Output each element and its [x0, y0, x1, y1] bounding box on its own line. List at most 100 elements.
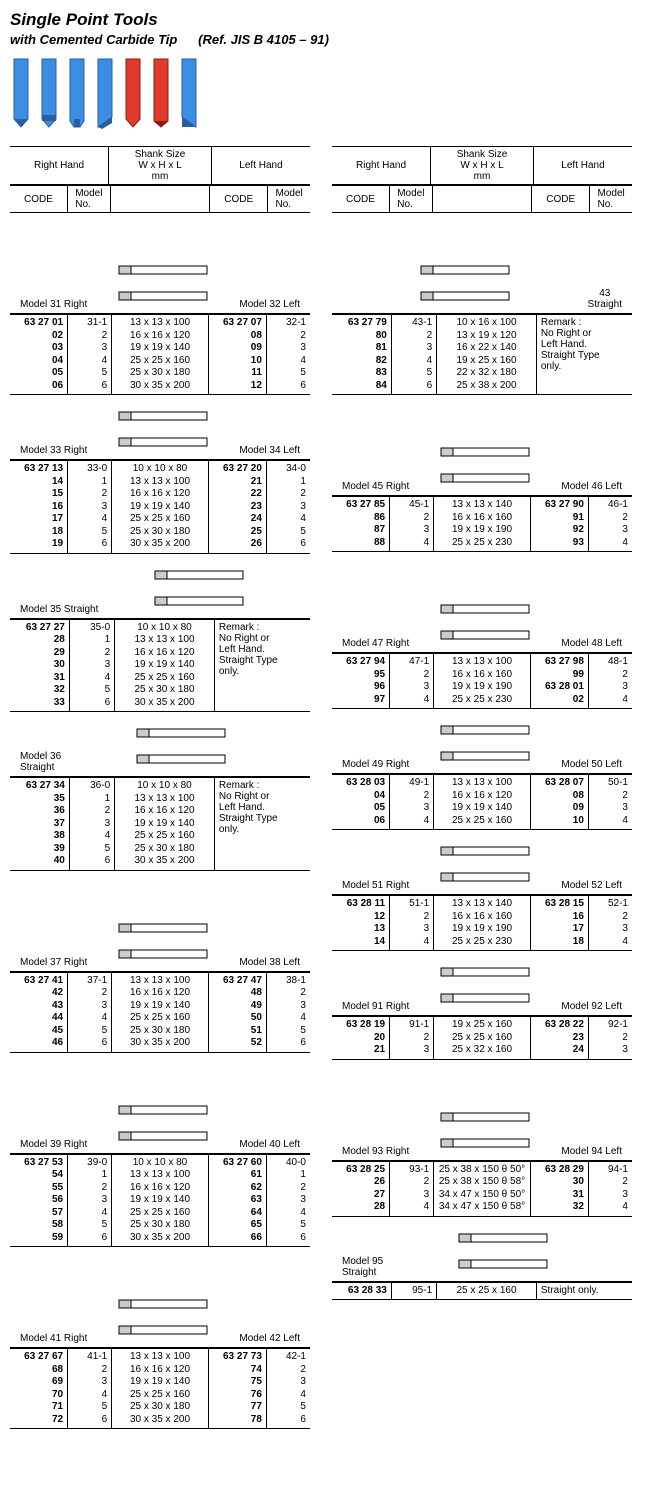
- model-value: 2: [593, 911, 628, 924]
- tool-table-block: Model 35 Straight63 27 2728293031323335-…: [10, 558, 310, 713]
- model-value: 4: [74, 830, 110, 843]
- shank-value: 30 x 35 x 200: [116, 1037, 204, 1050]
- sketch-area: 43 Straight: [332, 217, 632, 314]
- code-value: 15: [14, 488, 63, 501]
- tool-sketch-icon: [440, 745, 530, 767]
- shank-column: 10 x 10 x 8013 x 13 x 10016 x 16 x 12019…: [114, 778, 214, 870]
- code-value: 05: [14, 367, 63, 380]
- code-value: 63: [213, 1194, 262, 1207]
- tool-table-block: Model 93 RightModel 94 Left63 28 2526272…: [332, 1064, 632, 1217]
- code-value: 28: [336, 1201, 385, 1214]
- code-value: 80: [336, 330, 387, 343]
- hdr-left-hand: Left Hand: [533, 147, 632, 184]
- shank-column: 25 x 25 x 160: [436, 1283, 536, 1300]
- model-value: 2: [74, 647, 110, 660]
- code-value: 63 27 20: [213, 463, 262, 476]
- shank-value: 19 x 25 x 160: [441, 355, 532, 368]
- code-value: 02: [14, 330, 63, 343]
- model-value: 2: [72, 330, 107, 343]
- code-value: 63 27 79: [336, 317, 387, 330]
- code-value: 69: [14, 1376, 63, 1389]
- model-value: 91-1: [394, 1019, 429, 1032]
- shank-value: 34 x 47 x 150 θ 58°: [438, 1201, 526, 1214]
- model-value: 42-1: [271, 1351, 306, 1364]
- code-value: 91: [535, 512, 584, 525]
- model-value: 2: [271, 1364, 306, 1377]
- shank-value: 13 x 13 x 100: [116, 476, 204, 489]
- shank-value: 25 x 25 x 160: [116, 1012, 204, 1025]
- code-value: 63 27 41: [14, 975, 63, 988]
- model-value: 49-1: [394, 777, 429, 790]
- tool-sketch-icon: [154, 564, 244, 586]
- tool-table-block: Model 36 Straight63 27 3435363738394036-…: [10, 716, 310, 871]
- code-value: 16: [535, 911, 584, 924]
- hdr-model-no: Model No.: [389, 186, 432, 212]
- shank-value: 13 x 13 x 100: [116, 317, 204, 330]
- shank-column: 13 x 13 x 10016 x 16 x 12019 x 19 x 1402…: [111, 973, 208, 1052]
- model-label-left: Model 41 Right: [16, 1332, 91, 1345]
- model-value: 2: [394, 790, 429, 803]
- code-column-right: 63 28 07080910: [530, 775, 588, 829]
- sketch-area: Model 93 RightModel 94 Left: [332, 1064, 632, 1161]
- tool-sketch-icon: [458, 1227, 548, 1249]
- sketch-area: Model 95 Straight: [332, 1221, 632, 1282]
- code-column-right: 63 28 15161718: [530, 896, 588, 950]
- model-value: 2: [593, 1176, 628, 1189]
- code-value: 63 27 60: [213, 1157, 262, 1170]
- shank-value: 13 x 13 x 100: [119, 634, 210, 647]
- code-column-right: 63 27 60616263646566: [208, 1155, 266, 1247]
- model-value: 5: [72, 526, 107, 539]
- code-value: 64: [213, 1207, 262, 1220]
- model-value: 3: [72, 1194, 107, 1207]
- shank-value: 19 x 19 x 190: [438, 681, 526, 694]
- shank-value: 16 x 16 x 120: [119, 805, 210, 818]
- shank-value: 25 x 30 x 180: [116, 1025, 204, 1038]
- model-value: 41-1: [72, 1351, 107, 1364]
- model-value: 6: [72, 538, 107, 551]
- code-value: 06: [336, 815, 385, 828]
- model-value: 3: [593, 1044, 628, 1057]
- model-label-left: Model 37 Right: [16, 956, 91, 969]
- code-column-right: 63 27 90919293: [530, 497, 588, 551]
- model-label-right: Model 32 Left: [235, 298, 304, 311]
- model-column: 51-1234: [389, 896, 433, 950]
- model-value: 5: [72, 367, 107, 380]
- model-value: 3: [394, 802, 429, 815]
- model-column: 47-1234: [389, 654, 433, 708]
- code-value: 63 27 90: [535, 499, 584, 512]
- shank-value: 25 x 30 x 180: [116, 367, 204, 380]
- code-value: 56: [14, 1194, 63, 1207]
- code-value: 55: [14, 1182, 63, 1195]
- code-value: 09: [535, 802, 584, 815]
- tool-sketch-icon: [118, 285, 208, 307]
- shank-value: 19 x 25 x 160: [438, 1019, 526, 1032]
- model-column: 91-123: [389, 1017, 433, 1059]
- model-value: 2: [593, 512, 628, 525]
- model-value: 3: [593, 923, 628, 936]
- code-value: 28: [14, 634, 65, 647]
- shank-value: 22 x 32 x 180: [441, 367, 532, 380]
- model-label-left: Model 35 Straight: [16, 603, 102, 616]
- model-value: 2: [394, 669, 429, 682]
- model-column: 39-0123456: [67, 1155, 111, 1247]
- code-value: 14: [336, 936, 385, 949]
- code-value: 72: [14, 1414, 63, 1427]
- shank-value: 19 x 19 x 140: [116, 501, 204, 514]
- model-value: 1: [72, 476, 107, 489]
- tool-table-block: Model 47 RightModel 48 Left63 27 9495969…: [332, 556, 632, 709]
- tool-sketch-icon: [420, 259, 510, 281]
- code-value: 63 27 01: [14, 317, 63, 330]
- model-column-right: 46-1234: [588, 497, 632, 551]
- model-label-right: [618, 1277, 626, 1279]
- shank-value: 25 x 30 x 180: [116, 526, 204, 539]
- hdr-code: CODE: [10, 186, 67, 212]
- data-rows: 63 27 3435363738394036-012345610 x 10 x …: [10, 777, 310, 871]
- code-value: 63 28 07: [535, 777, 584, 790]
- code-column: 63 27 53545556575859: [10, 1155, 67, 1247]
- code-value: 30: [14, 659, 65, 672]
- shank-value: 19 x 19 x 140: [119, 818, 210, 831]
- sketch-area: Model 31 RightModel 32 Left: [10, 217, 310, 314]
- sketch-area: Model 39 RightModel 40 Left: [10, 1057, 310, 1154]
- code-value: 20: [336, 1032, 385, 1045]
- model-label-left: [338, 309, 346, 311]
